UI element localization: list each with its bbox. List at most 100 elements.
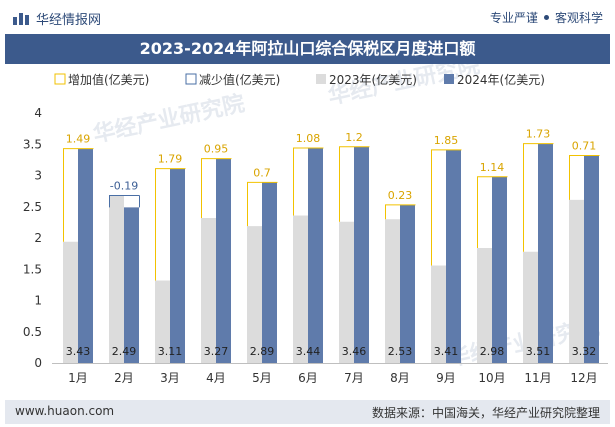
increase-bracket bbox=[247, 181, 278, 227]
increase-bracket bbox=[569, 155, 600, 200]
value-label-2024: 3.11 bbox=[158, 345, 183, 358]
y-tick-label: 2 bbox=[34, 231, 42, 245]
decrease-bracket bbox=[109, 195, 140, 208]
bar-2024 bbox=[400, 204, 415, 363]
change-label: -0.19 bbox=[110, 180, 138, 193]
x-tick-label: 5月 bbox=[252, 371, 272, 385]
bar-2023 bbox=[431, 265, 446, 363]
title-bar: 2023-2024年阿拉山口综合保税区月度进口额 bbox=[5, 34, 610, 64]
chart: 华经产业研究院华经产业研究院华经产业研究院增加值(亿美元)减少值(亿美元)202… bbox=[23, 64, 608, 385]
footer-source: 数据来源：中国海关，华经产业研究院整理 bbox=[371, 406, 600, 420]
chart-title: 2023-2024年阿拉山口综合保税区月度进口额 bbox=[139, 39, 476, 58]
tagline-right: 客观科学 bbox=[554, 11, 603, 25]
legend-2024-label: 2024年(亿美元) bbox=[457, 72, 545, 87]
bar-2024 bbox=[446, 149, 461, 363]
legend-2023-label: 2023年(亿美元) bbox=[329, 72, 417, 87]
legend-decrease-swatch bbox=[185, 73, 197, 85]
x-tick-label: 9月 bbox=[436, 371, 456, 385]
change-label: 1.73 bbox=[526, 128, 551, 141]
value-label-2024: 3.43 bbox=[66, 345, 91, 358]
x-tick-label: 12月 bbox=[570, 371, 597, 385]
y-tick-label: 1.5 bbox=[23, 262, 42, 276]
y-tick-label: 1 bbox=[34, 294, 42, 308]
x-tick-label: 11月 bbox=[524, 371, 551, 385]
bar-2024 bbox=[538, 143, 553, 363]
value-label-2024: 3.44 bbox=[296, 345, 321, 358]
increase-bracket bbox=[523, 143, 554, 252]
bar-2024 bbox=[170, 168, 185, 363]
increase-bracket bbox=[385, 204, 416, 220]
change-label: 0.23 bbox=[388, 189, 413, 202]
x-tick-label: 4月 bbox=[206, 371, 226, 385]
increase-bracket bbox=[477, 176, 508, 248]
bar-2023 bbox=[523, 251, 538, 363]
bar-2023 bbox=[339, 221, 354, 363]
change-label: 1.08 bbox=[296, 132, 321, 145]
change-label: 1.79 bbox=[158, 153, 183, 166]
legend-decrease-label: 减少值(亿美元) bbox=[199, 72, 280, 87]
bar-2023 bbox=[109, 195, 124, 363]
y-tick-label: 2.5 bbox=[23, 200, 42, 214]
increase-bracket bbox=[339, 146, 370, 222]
change-label: 1.49 bbox=[66, 133, 91, 146]
dot-separator-icon bbox=[543, 15, 549, 20]
bar-2023 bbox=[477, 248, 492, 363]
bar-2024 bbox=[308, 148, 323, 363]
change-label: 0.95 bbox=[204, 143, 229, 156]
increase-bracket bbox=[201, 158, 232, 218]
bar-2024 bbox=[124, 207, 139, 363]
y-tick-label: 0.5 bbox=[23, 325, 42, 339]
legend-increase-swatch bbox=[54, 73, 66, 85]
y-tick-label: 3 bbox=[34, 169, 42, 183]
legend-2023-swatch bbox=[316, 74, 326, 84]
bar-2023 bbox=[155, 280, 170, 363]
x-tick-label: 8月 bbox=[390, 371, 410, 385]
value-label-2024: 2.98 bbox=[480, 345, 505, 358]
bar-2023 bbox=[201, 218, 216, 363]
tagline: 专业严谨 客观科学 bbox=[490, 9, 603, 26]
legend-increase-label: 增加值(亿美元) bbox=[68, 72, 149, 87]
tagline-left: 专业严谨 bbox=[489, 11, 538, 25]
x-tick-label: 3月 bbox=[160, 371, 180, 385]
bar-2024 bbox=[216, 158, 231, 363]
change-label: 0.71 bbox=[572, 140, 597, 153]
increase-bracket bbox=[63, 148, 94, 242]
change-label: 0.7 bbox=[253, 166, 271, 179]
change-label: 1.85 bbox=[434, 134, 459, 147]
value-label-2024: 3.41 bbox=[434, 345, 459, 358]
x-tick-label: 6月 bbox=[298, 371, 318, 385]
brand-name: 华经情报网 bbox=[36, 13, 102, 28]
value-label-2024: 2.89 bbox=[250, 345, 275, 358]
value-label-2024: 3.51 bbox=[526, 345, 551, 358]
watermark-text-1: 华经产业研究院 bbox=[91, 90, 247, 147]
brand-logo-icon bbox=[13, 13, 29, 25]
footer-url[interactable]: www.huaon.com bbox=[15, 404, 115, 418]
footer-bar: www.huaon.com 数据来源：中国海关，华经产业研究院整理 bbox=[5, 400, 610, 424]
bar-2023 bbox=[63, 241, 78, 363]
y-tick-label: 3.5 bbox=[23, 137, 42, 151]
increase-bracket bbox=[293, 147, 324, 216]
increase-bracket bbox=[431, 149, 462, 266]
bar-2024 bbox=[492, 176, 507, 363]
bar-2023 bbox=[385, 219, 400, 363]
value-label-2024: 3.27 bbox=[204, 345, 229, 358]
value-label-2024: 2.49 bbox=[112, 345, 137, 358]
value-label-2024: 3.32 bbox=[572, 345, 597, 358]
top-bar: 华经情报网 专业严谨 客观科学 bbox=[0, 0, 615, 34]
change-label: 1.2 bbox=[345, 131, 363, 144]
y-tick-label: 4 bbox=[34, 106, 42, 120]
value-label-2024: 2.53 bbox=[388, 345, 413, 358]
x-tick-label: 1月 bbox=[68, 371, 88, 385]
x-tick-label: 7月 bbox=[344, 371, 364, 385]
y-tick-label: 0 bbox=[34, 356, 42, 370]
bar-2024 bbox=[78, 148, 93, 363]
bar-2024 bbox=[584, 155, 599, 363]
bar-2023 bbox=[569, 199, 584, 363]
bar-2024 bbox=[262, 182, 277, 363]
bar-2023 bbox=[293, 215, 308, 363]
x-tick-label: 2月 bbox=[114, 371, 134, 385]
x-tick-label: 10月 bbox=[478, 371, 505, 385]
bar-2023 bbox=[247, 226, 262, 363]
value-label-2024: 3.46 bbox=[342, 345, 367, 358]
legend-2024-swatch bbox=[444, 74, 454, 84]
